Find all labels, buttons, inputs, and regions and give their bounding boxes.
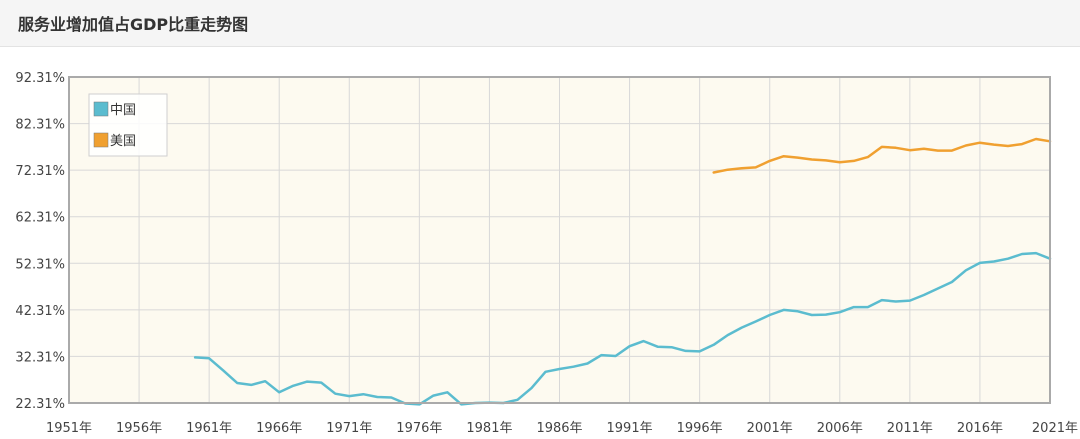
x-tick-label: 1966年 (256, 421, 302, 436)
legend-label: 中国 (110, 103, 136, 118)
x-tick-label: 1976年 (396, 421, 442, 436)
line-chart: 22.31% 32.31% 42.31% 52.31% 62.31% 72.31% 82.3… (15, 71, 1078, 436)
series-line-0 (193, 251, 1052, 406)
y-tick-label: 32.31% (15, 350, 65, 365)
x-tick-label: 1981年 (466, 421, 512, 436)
x-tick-label: 1951年 (46, 421, 92, 436)
y-tick-label: 52.31% (15, 257, 65, 272)
y-tick-label: 62.31% (15, 211, 65, 226)
y-tick-label: 42.31% (15, 304, 65, 319)
x-tick-label: 1956年 (116, 421, 162, 436)
x-tick-label: 1961年 (186, 421, 232, 436)
y-tick-label: 72.31% (15, 164, 65, 179)
chart-title: 服务业增加值占GDP比重走势图 (18, 15, 249, 34)
x-axis: 1951年 1956年 1961年 1966年 1971年 1976年 1981年 1986年… (46, 421, 1078, 436)
plot-frame (68, 76, 1051, 404)
x-tick-label: 1986年 (536, 421, 582, 436)
x-tick-label: 1991年 (607, 421, 653, 436)
y-tick-label: 22.31% (15, 397, 65, 412)
y-tick-label: 92.31% (15, 71, 65, 86)
x-tick-label: 2006年 (817, 421, 863, 436)
series-line-1 (712, 137, 1052, 174)
legend-label: 美国 (110, 134, 136, 149)
x-tick-label: 2021年 (1032, 421, 1078, 436)
x-tick-label: 1971年 (326, 421, 372, 436)
chart-header: 服务业增加值占GDP比重走势图 (0, 0, 1080, 47)
legend-swatch (93, 132, 109, 148)
series-lines (193, 137, 1052, 406)
y-tick-label: 82.31% (15, 118, 65, 133)
legend-swatch (93, 101, 109, 117)
x-tick-label: 1996年 (677, 421, 723, 436)
x-tick-label: 2001年 (747, 421, 793, 436)
y-axis: 22.31% 32.31% 42.31% 52.31% 62.31% 72.31% 82.3… (15, 71, 65, 412)
x-tick-label: 2016年 (957, 421, 1003, 436)
x-tick-label: 2011年 (887, 421, 933, 436)
